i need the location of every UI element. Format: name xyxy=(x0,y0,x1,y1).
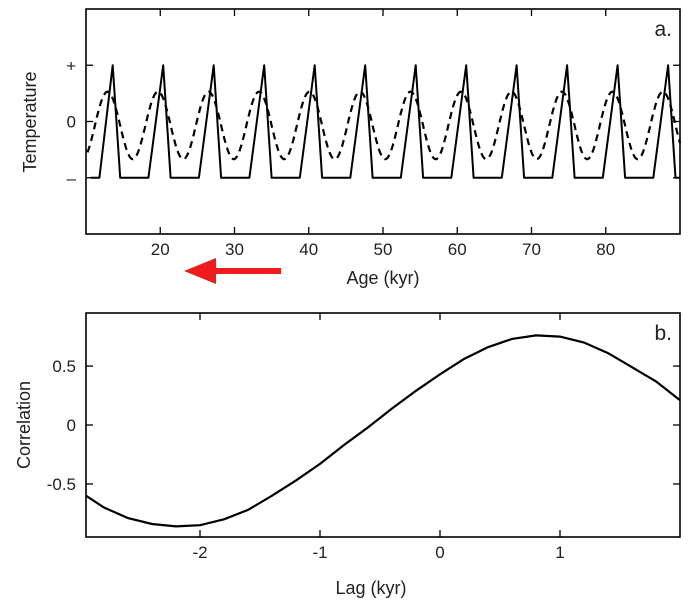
panel-a-ytick-label: 0 xyxy=(67,113,76,132)
panel-a-xtick-label: 80 xyxy=(596,240,615,259)
panel-a-ytick-label: – xyxy=(67,169,77,188)
panel-a-frame xyxy=(85,8,681,235)
arrow-left-icon xyxy=(184,258,216,284)
panel-b-xtick-label: 1 xyxy=(555,543,564,562)
panel-a-xtick-label: 40 xyxy=(299,240,318,259)
panel-b: -2 -1 0 1 0.5 0 -0.5 b. Lag (kyr) Correlation xyxy=(14,312,681,598)
panel-a-xlabel: Age (kyr) xyxy=(346,268,419,288)
panel-a-xtick-label: 50 xyxy=(374,240,393,259)
panel-a: 20 30 40 50 60 70 80 +0 – a. Age (kyr) Temperatu… xyxy=(20,8,682,288)
panel-b-series xyxy=(85,334,681,528)
panel-b-ylabel: Correlation xyxy=(14,381,34,469)
panel-b-xtick-label: 0 xyxy=(435,543,444,562)
panel-b-label: b. xyxy=(654,322,672,345)
panel-b-series-solid xyxy=(85,334,681,528)
panel-a-series xyxy=(86,64,682,179)
panel-b-ytick-label: 0 xyxy=(67,416,76,435)
direction-arrow xyxy=(184,258,281,284)
panel-a-xtick-label: 60 xyxy=(448,240,467,259)
panel-a-xtick-label: 20 xyxy=(151,240,170,259)
panel-a-ytick-label: + xyxy=(66,56,76,75)
panel-a-xtick-label: 70 xyxy=(522,240,541,259)
panel-b-ytick-label: 0.5 xyxy=(52,357,76,376)
panel-a-series-solid xyxy=(90,64,680,179)
panel-a-series-dashed xyxy=(86,90,682,161)
panel-a-label: a. xyxy=(654,18,672,41)
panel-b-xtick-label: -2 xyxy=(192,543,207,562)
panel-b-xtick-label: -1 xyxy=(312,543,327,562)
panel-a-ticks: 20 30 40 50 60 70 80 +0 – xyxy=(66,9,680,259)
panel-b-ticks: -2 -1 0 1 0.5 0 -0.5 xyxy=(47,313,680,562)
panel-a-xtick-label: 30 xyxy=(225,240,244,259)
panel-a-ylabel: Temperature xyxy=(20,71,40,172)
panel-b-ytick-label: -0.5 xyxy=(47,475,76,494)
panel-b-xlabel: Lag (kyr) xyxy=(335,578,406,598)
